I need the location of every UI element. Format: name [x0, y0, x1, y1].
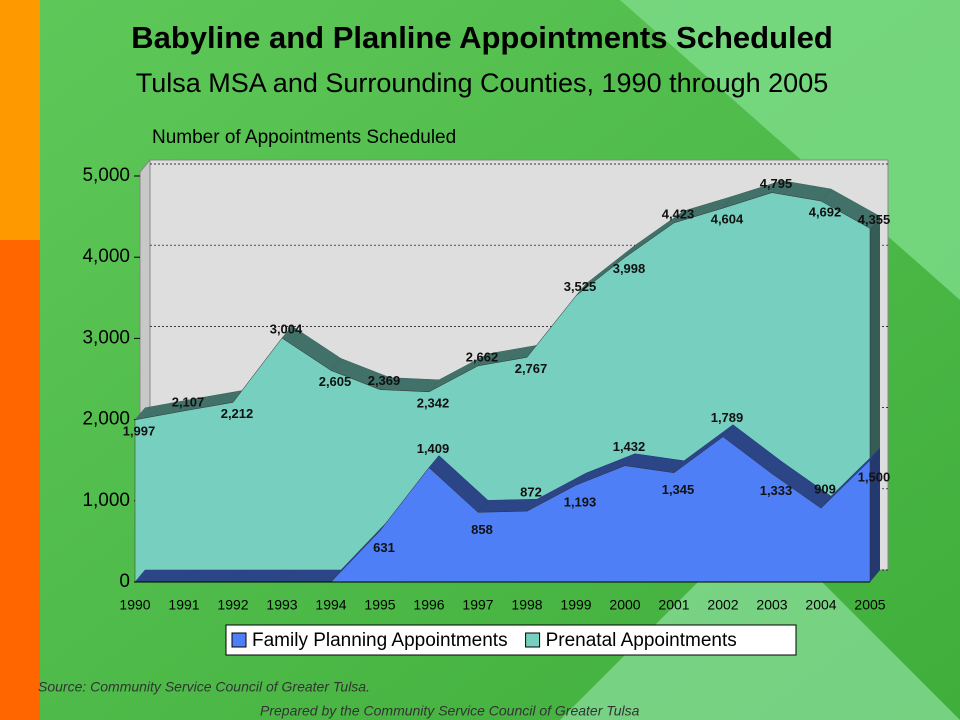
data-label: 4,692: [809, 204, 842, 219]
data-label: 2,107: [172, 394, 205, 409]
area-top: [281, 569, 342, 583]
y-tick-label: 0: [119, 571, 130, 592]
data-label: 1,333: [760, 483, 793, 498]
data-label: 4,795: [760, 176, 793, 191]
legend-label: Prenatal Appointments: [546, 630, 737, 651]
data-label: 4,423: [662, 206, 695, 221]
data-label: 2,605: [319, 374, 352, 389]
x-tick-label: 1991: [168, 597, 199, 613]
data-label: 631: [373, 540, 395, 555]
data-label: 2,212: [221, 406, 254, 421]
data-label: 1,193: [564, 495, 597, 510]
subtitle: Tulsa MSA and Surrounding Counties, 1990…: [136, 68, 828, 98]
y-tick-label: 1,000: [82, 490, 130, 511]
legend-swatch: [231, 632, 247, 648]
data-label: 909: [814, 482, 836, 497]
x-tick-label: 1996: [413, 597, 444, 613]
area-top: [134, 569, 195, 583]
data-label: 3,004: [270, 322, 303, 337]
data-label: 1,345: [662, 482, 695, 497]
y-tick-label: 2,000: [82, 409, 130, 430]
data-label: 1,997: [123, 423, 156, 438]
y-tick-label: 5,000: [82, 165, 130, 186]
stripe: [0, 240, 40, 720]
data-label: 3,525: [564, 279, 597, 294]
area-top: [183, 569, 244, 583]
data-label: 4,604: [711, 212, 744, 227]
x-tick-label: 1994: [315, 597, 346, 613]
x-tick-label: 1990: [119, 597, 150, 613]
x-tick-label: 1997: [462, 597, 493, 613]
data-label: 858: [471, 522, 493, 537]
x-tick-label: 1995: [364, 597, 395, 613]
data-label: 2,767: [515, 361, 548, 376]
x-tick-label: 1993: [266, 597, 297, 613]
data-label: 4,355: [858, 212, 891, 227]
data-label: 2,369: [368, 373, 401, 388]
x-tick-label: 2002: [707, 597, 738, 613]
data-label: 1,432: [613, 439, 646, 454]
area-side: [870, 448, 880, 582]
x-tick-label: 2000: [609, 597, 640, 613]
y-tick-label: 4,000: [82, 246, 130, 267]
source: Source: Community Service Council of Gre…: [38, 679, 370, 695]
y-axis-title: Number of Appointments Scheduled: [152, 127, 456, 148]
title: Babyline and Planline Appointments Sched…: [131, 20, 833, 55]
data-label: 872: [520, 485, 542, 500]
x-tick-label: 1998: [511, 597, 542, 613]
data-label: 2,342: [417, 395, 450, 410]
legend-swatch: [525, 632, 541, 648]
prepared-by: Prepared by the Community Service Counci…: [260, 703, 640, 719]
x-tick-label: 2003: [756, 597, 787, 613]
data-label: 2,662: [466, 349, 499, 364]
legend-label: Family Planning Appointments: [252, 630, 508, 651]
data-label: 1,500: [858, 470, 891, 485]
x-tick-label: 2001: [658, 597, 689, 613]
stripe: [0, 0, 40, 240]
decor: [560, 520, 960, 720]
data-label: 3,998: [613, 261, 646, 276]
x-tick-label: 2004: [805, 597, 836, 613]
x-tick-label: 2005: [854, 597, 885, 613]
x-tick-label: 1992: [217, 597, 248, 613]
y-tick-label: 3,000: [82, 327, 130, 348]
x-tick-label: 1999: [560, 597, 591, 613]
area-top: [232, 569, 293, 583]
data-label: 1,409: [417, 441, 450, 456]
data-label: 1,789: [711, 410, 744, 425]
legend: [225, 624, 797, 656]
